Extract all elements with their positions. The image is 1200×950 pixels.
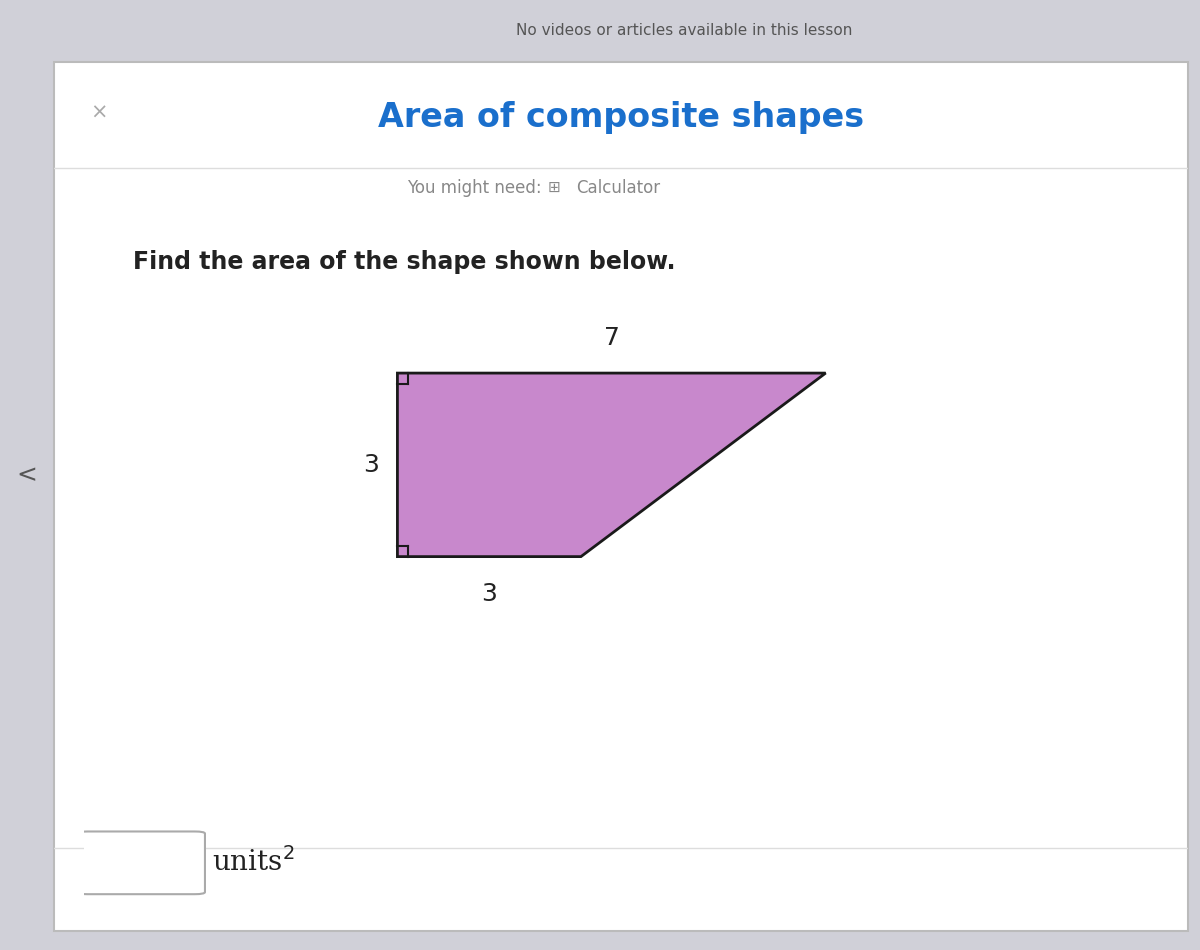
Text: Calculator: Calculator — [576, 179, 660, 197]
Text: You might need:: You might need: — [407, 179, 541, 197]
Text: ⊞: ⊞ — [547, 180, 560, 196]
Text: 7: 7 — [604, 326, 619, 350]
Text: 3: 3 — [481, 582, 497, 606]
Text: No videos or articles available in this lesson: No videos or articles available in this … — [516, 24, 852, 38]
Text: Area of composite shapes: Area of composite shapes — [378, 101, 864, 134]
Text: Find the area of the shape shown below.: Find the area of the shape shown below. — [133, 250, 676, 274]
Text: ×: × — [91, 103, 108, 123]
Text: units$^2$: units$^2$ — [211, 847, 294, 877]
FancyBboxPatch shape — [54, 62, 1188, 931]
Polygon shape — [397, 373, 826, 557]
Text: 3: 3 — [364, 453, 379, 477]
Text: <: < — [17, 463, 37, 487]
FancyBboxPatch shape — [77, 831, 205, 894]
